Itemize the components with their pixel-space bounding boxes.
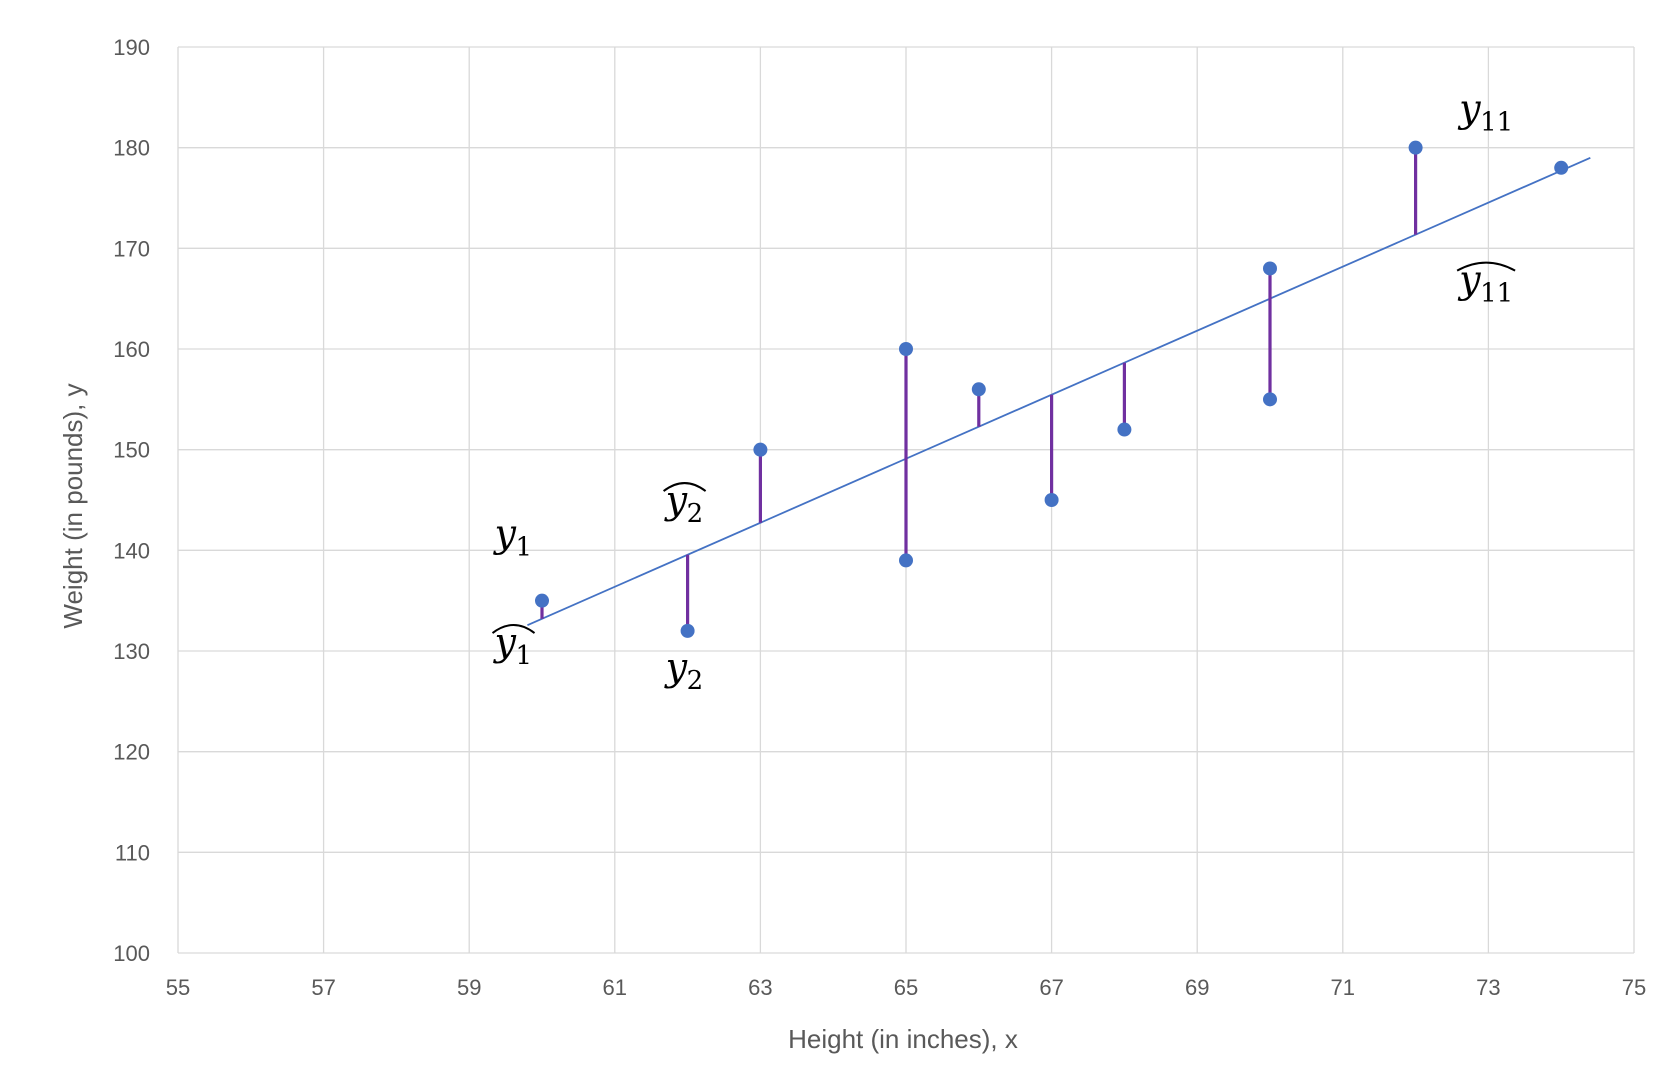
label-subscript: 2	[687, 499, 704, 529]
data-points	[535, 140, 1569, 638]
y-tick-label: 110	[115, 840, 150, 865]
label-subscript: 2	[687, 666, 704, 696]
x-tick-label: 69	[1185, 975, 1209, 1000]
data-point	[1554, 160, 1569, 175]
data-point	[535, 593, 549, 608]
x-tick-label: 59	[457, 975, 481, 1000]
data-point	[1117, 422, 1132, 437]
label-subscript: 1	[516, 532, 533, 562]
residual-lines	[540, 147, 1418, 631]
y-axis-title: Weight (in pounds), y	[58, 383, 88, 628]
label-subscript: 11	[1480, 107, 1513, 137]
hat-icon	[491, 624, 536, 634]
x-axis-title: Height (in inches), x	[788, 1024, 1018, 1054]
x-tick-label: 75	[1622, 975, 1646, 1000]
y-tick-label: 100	[113, 941, 150, 966]
data-point	[753, 442, 768, 457]
y-tick-label: 170	[113, 236, 150, 261]
label-base: y	[664, 645, 688, 689]
x-tick-label: 63	[748, 975, 772, 1000]
trendline	[527, 156, 1591, 627]
data-point	[1408, 140, 1423, 155]
trendline-group	[527, 156, 1591, 627]
x-tick-label: 73	[1476, 975, 1500, 1000]
y-hat-label: y 11	[1456, 258, 1516, 309]
hat-icon	[662, 482, 707, 492]
y-label: y 11	[1457, 86, 1513, 137]
tick-labels: 100 110 120 130 140 150 160 170 180 190 55 57 59 61 63…	[113, 35, 1646, 1000]
label-base: y	[1457, 86, 1481, 130]
data-point	[971, 382, 986, 397]
x-tick-label: 61	[603, 975, 627, 1000]
label-subscript: 11	[1480, 279, 1513, 309]
x-tick-label: 67	[1039, 975, 1063, 1000]
data-point	[1263, 392, 1277, 407]
x-tick-label: 55	[166, 975, 190, 1000]
hat-icon	[1456, 261, 1516, 272]
data-point	[899, 553, 913, 568]
data-point	[1263, 261, 1277, 276]
y-tick-label: 120	[113, 740, 150, 765]
label-base: y	[493, 511, 517, 555]
x-tick-label: 57	[311, 975, 335, 1000]
y-tick-label: 190	[113, 35, 150, 60]
data-point	[1044, 493, 1059, 507]
data-point	[680, 623, 695, 638]
label-subscript: 1	[516, 641, 533, 671]
y-tick-label: 160	[113, 337, 150, 362]
y-tick-label: 130	[113, 639, 150, 664]
annotations: y 1y 1 y 2y 2y 11y 11	[491, 86, 1516, 696]
y-tick-label: 180	[113, 136, 150, 161]
x-tick-label: 65	[894, 975, 918, 1000]
x-tick-label: 71	[1331, 975, 1355, 1000]
y-tick-label: 140	[113, 538, 150, 563]
y-tick-label: 150	[113, 438, 150, 463]
data-point	[899, 342, 913, 356]
